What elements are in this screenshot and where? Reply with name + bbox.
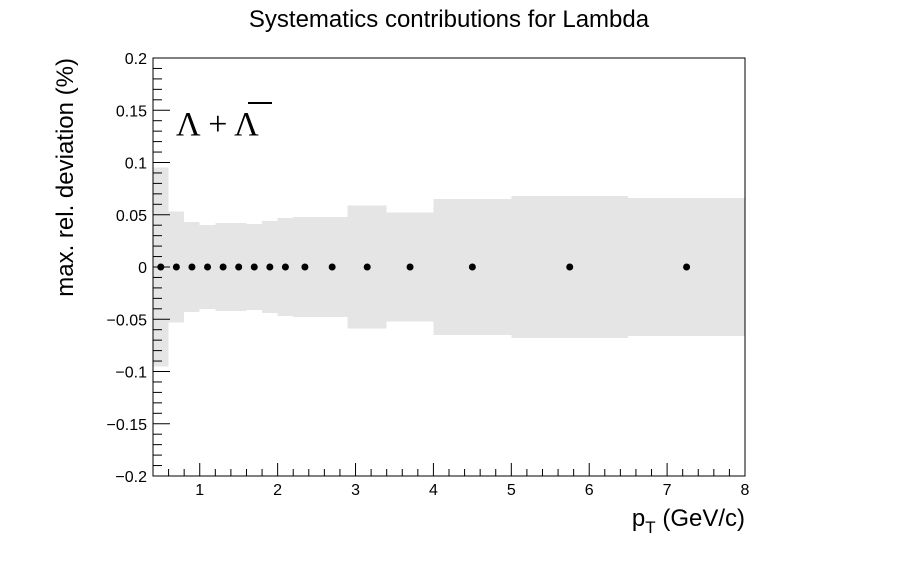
data-point [683,263,691,271]
x-tick-label: 7 [663,482,672,499]
x-tick-label: 1 [195,482,204,499]
x-axis-label-unit: (GeV/c) [656,505,745,532]
y-tick-label: 0 [138,260,147,277]
x-tick-label: 3 [351,482,360,499]
data-point [204,263,212,271]
data-point [566,263,574,271]
y-tick-label: 0.05 [116,208,147,225]
x-tick-label: 4 [429,482,438,499]
data-points [157,263,691,271]
data-point [266,263,274,271]
x-tick-label: 5 [507,482,516,499]
y-tick-label: 0.2 [125,51,147,68]
data-point [235,263,243,271]
y-tick-label: −0.1 [115,365,147,382]
y-tick-labels: 0.2 0.15 0.1 0.05 0 −0.05 −0.1 −0.15 −0.2 [107,51,148,486]
x-tick-label: 6 [585,482,594,499]
data-point [157,263,165,271]
annotation-bar: Λ [234,106,259,143]
y-tick-label: 0.15 [116,103,147,120]
data-point [328,263,336,271]
y-tick-label: −0.15 [107,417,148,434]
data-point [406,263,414,271]
data-point [219,263,227,271]
data-point [468,263,476,271]
data-point [363,263,371,271]
plot-frame [152,57,746,477]
y-tick-label: −0.2 [115,469,147,486]
data-point [172,263,180,271]
data-point [188,263,196,271]
data-point [301,263,309,271]
y-tick-label: −0.05 [107,312,148,329]
data-point [250,263,258,271]
x-tick-label: 8 [741,482,750,499]
data-point [281,263,289,271]
chart-title: Systematics contributions for Lambda [249,6,650,33]
annotation-main: Λ + [176,106,234,143]
x-tick-label: 2 [273,482,282,499]
x-axis-label-main: p [632,505,645,532]
particle-annotation: Λ + Λ [176,106,259,143]
x-axis-label-sub: T [645,518,655,537]
y-tick-label: 0.1 [125,156,147,173]
x-tick-labels: 1 2 3 4 5 6 7 8 [195,482,749,499]
y-axis-label: max. rel. deviation (%) [52,58,79,297]
x-axis-label: pT (GeV/c) [632,505,745,537]
